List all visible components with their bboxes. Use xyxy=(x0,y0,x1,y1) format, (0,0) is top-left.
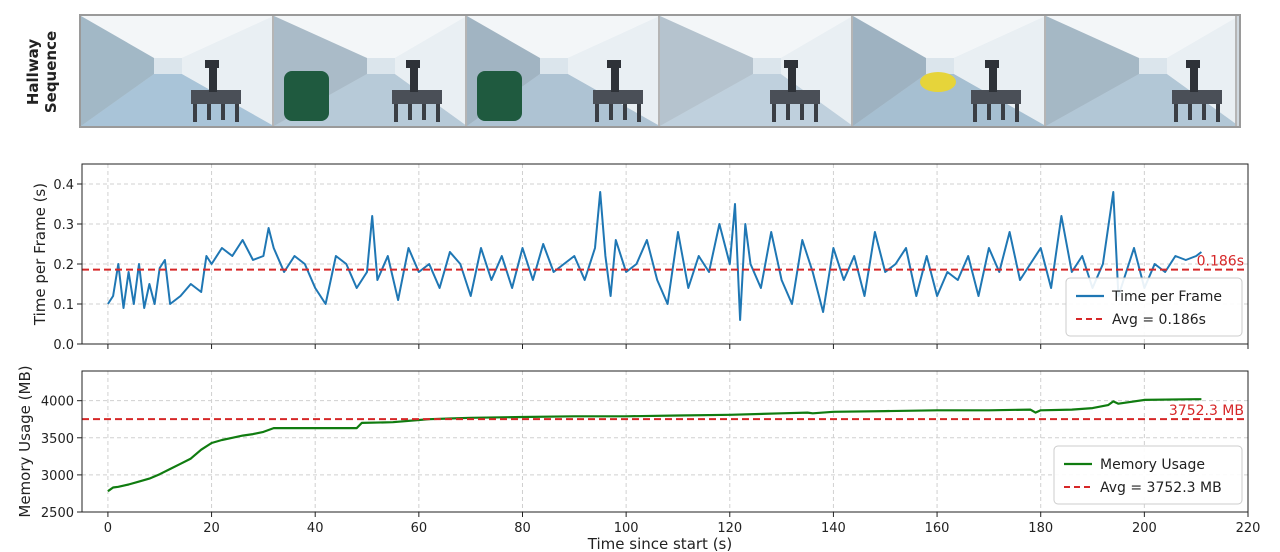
xtick-label-10: 200 xyxy=(1132,521,1157,536)
axes-frame-0 xyxy=(81,163,1249,345)
ytick-label-1-1: 3000 xyxy=(41,469,74,484)
xtick-label-7: 140 xyxy=(821,521,846,536)
ytick-label-0-3: 0.3 xyxy=(53,218,74,233)
xtick-label-8: 160 xyxy=(925,521,950,536)
xtick-label-0: 0 xyxy=(104,521,112,536)
xtick-label-4: 80 xyxy=(514,521,531,536)
legend-entry-series-0: Time per Frame xyxy=(1111,289,1222,305)
ylabel-1: Memory Usage (MB) xyxy=(16,365,34,517)
xtick-label-3: 60 xyxy=(411,521,428,536)
legend-1 xyxy=(1053,445,1243,505)
legend-entry-series-1: Memory Usage xyxy=(1100,457,1205,473)
legend-entry-avg-0: Avg = 0.186s xyxy=(1112,312,1206,328)
ytick-label-0-4: 0.4 xyxy=(53,178,74,193)
xtick-label-11: 220 xyxy=(1236,521,1261,536)
legend-entry-avg-1: Avg = 3752.3 MB xyxy=(1100,480,1222,496)
ytick-label-0-2: 0.2 xyxy=(53,258,74,273)
image-strip xyxy=(79,14,1241,128)
xtick-label-2: 40 xyxy=(307,521,324,536)
frame-6 xyxy=(1046,16,1237,126)
avg-label-1: 3752.3 MB xyxy=(1169,403,1244,419)
series-line-1 xyxy=(107,398,1202,493)
frame-5 xyxy=(853,16,1046,126)
ytick-label-0-0: 0.0 xyxy=(53,338,74,353)
xtick-label-6: 120 xyxy=(717,521,742,536)
frame-3 xyxy=(467,16,660,126)
legend-0 xyxy=(1065,277,1243,337)
frame-1 xyxy=(81,16,274,126)
frame-4 xyxy=(660,16,853,126)
ytick-label-1-2: 3500 xyxy=(41,432,74,447)
frame-2 xyxy=(274,16,467,126)
xtick-label-1: 20 xyxy=(203,521,220,536)
ytick-label-1-3: 4000 xyxy=(41,395,74,410)
xtick-label-9: 180 xyxy=(1028,521,1053,536)
ylabel-0: Time per Frame (s) xyxy=(31,183,49,326)
series-line-0 xyxy=(107,191,1203,321)
axes-frame-1 xyxy=(81,370,1249,513)
ytick-label-0-1: 0.1 xyxy=(53,298,74,313)
avg-label-0: 0.186s xyxy=(1197,254,1244,270)
xtick-label-5: 100 xyxy=(614,521,639,536)
xlabel: Time since start (s) xyxy=(587,535,732,552)
ytick-label-1-0: 2500 xyxy=(41,506,74,521)
